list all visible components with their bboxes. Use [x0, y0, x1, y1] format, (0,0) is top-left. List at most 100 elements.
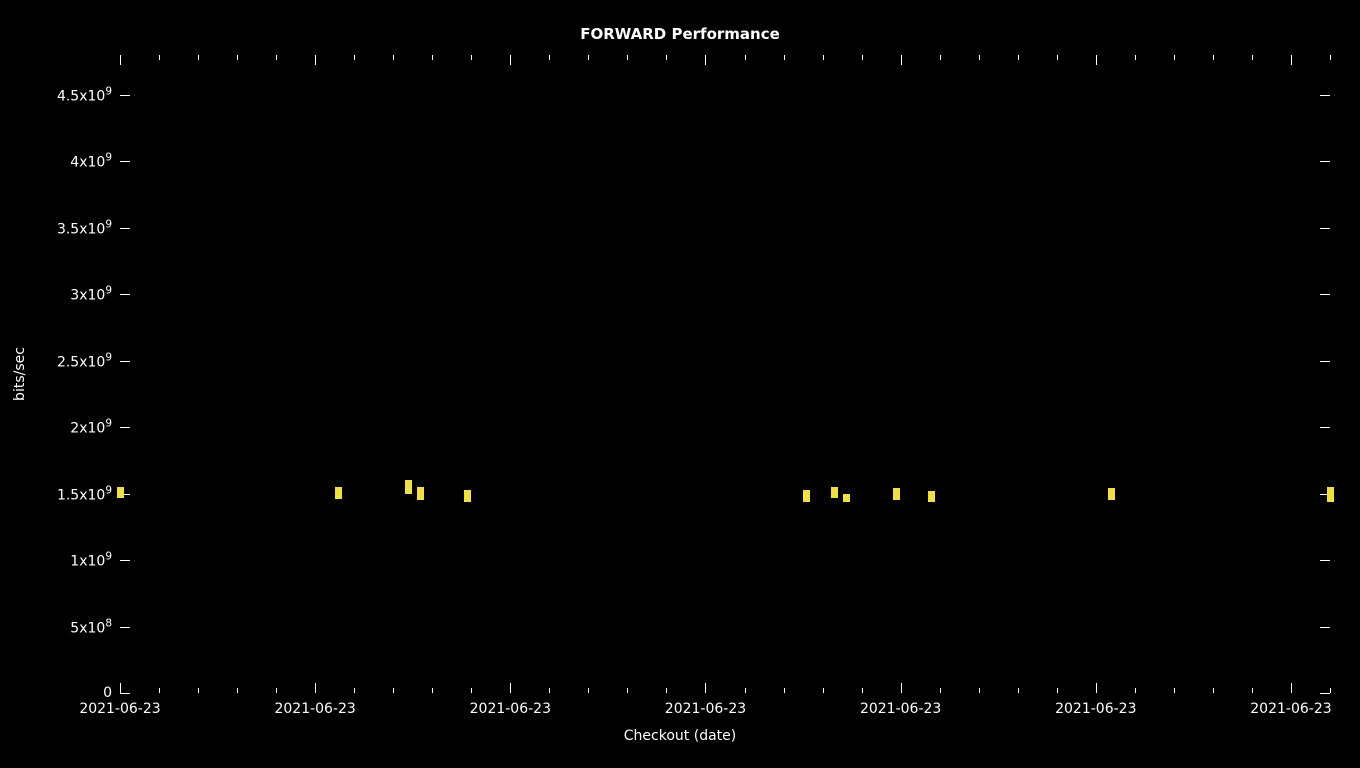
x-minor-tick	[432, 55, 433, 60]
x-minor-tick	[1174, 55, 1175, 60]
y-tick-label: 3.5x109	[57, 218, 112, 237]
y-tick	[120, 427, 130, 428]
x-minor-tick	[979, 55, 980, 60]
x-minor-tick	[1018, 688, 1019, 693]
x-minor-tick	[666, 55, 667, 60]
x-minor-tick	[1057, 55, 1058, 60]
y-tick	[120, 693, 130, 694]
y-tick	[120, 228, 130, 229]
y-tick-label: 0	[103, 685, 112, 701]
x-tick	[705, 55, 706, 65]
data-bar	[1327, 487, 1334, 502]
x-minor-tick	[745, 688, 746, 693]
x-tick-label: 2021-06-23	[1250, 701, 1331, 717]
x-minor-tick	[1135, 688, 1136, 693]
x-tick	[120, 55, 121, 65]
x-minor-tick	[237, 688, 238, 693]
y-tick	[1320, 161, 1330, 162]
x-minor-tick	[627, 55, 628, 60]
x-minor-tick	[823, 688, 824, 693]
x-minor-tick	[1213, 55, 1214, 60]
y-tick	[1320, 427, 1330, 428]
x-minor-tick	[432, 688, 433, 693]
y-tick	[1320, 294, 1330, 295]
y-tick-label: 4x109	[70, 152, 112, 171]
x-minor-tick	[940, 55, 941, 60]
x-tick	[901, 683, 902, 693]
x-minor-tick	[1252, 688, 1253, 693]
x-minor-tick	[1213, 688, 1214, 693]
x-minor-tick	[549, 688, 550, 693]
x-minor-tick	[198, 55, 199, 60]
x-minor-tick	[588, 688, 589, 693]
x-minor-tick	[745, 55, 746, 60]
x-minor-tick	[666, 688, 667, 693]
x-minor-tick	[862, 688, 863, 693]
y-tick	[120, 161, 130, 162]
y-tick	[1320, 560, 1330, 561]
x-minor-tick	[393, 688, 394, 693]
x-tick	[510, 683, 511, 693]
performance-chart: FORWARD Performance Checkout (date) bits…	[0, 0, 1360, 768]
x-minor-tick	[276, 688, 277, 693]
x-tick	[315, 683, 316, 693]
x-tick-label: 2021-06-23	[274, 701, 355, 717]
x-tick	[315, 55, 316, 65]
y-tick	[120, 95, 130, 96]
data-bar	[405, 480, 412, 493]
x-tick-label: 2021-06-23	[1055, 701, 1136, 717]
x-minor-tick	[237, 55, 238, 60]
x-minor-tick	[627, 688, 628, 693]
x-minor-tick	[471, 55, 472, 60]
y-tick	[1320, 361, 1330, 362]
x-minor-tick	[979, 688, 980, 693]
y-tick	[1320, 627, 1330, 628]
x-tick-label: 2021-06-23	[665, 701, 746, 717]
data-bar	[928, 491, 935, 502]
y-tick-label: 5x108	[70, 617, 112, 636]
x-minor-tick	[354, 688, 355, 693]
y-tick-label: 2.5x109	[57, 351, 112, 370]
y-tick	[1320, 693, 1330, 694]
x-tick	[120, 683, 121, 693]
x-tick	[1291, 55, 1292, 65]
x-minor-tick	[159, 55, 160, 60]
x-tick	[901, 55, 902, 65]
x-tick	[1096, 683, 1097, 693]
x-minor-tick	[1330, 55, 1331, 60]
data-bar	[831, 487, 838, 498]
x-minor-tick	[393, 55, 394, 60]
data-bar	[893, 488, 900, 500]
data-bar	[1108, 488, 1115, 500]
data-bar	[464, 490, 471, 502]
x-tick-label: 2021-06-23	[470, 701, 551, 717]
plot-area	[120, 55, 1330, 693]
x-minor-tick	[784, 688, 785, 693]
x-minor-tick	[471, 688, 472, 693]
x-minor-tick	[159, 688, 160, 693]
x-tick	[1291, 683, 1292, 693]
x-minor-tick	[198, 688, 199, 693]
y-axis-label: bits/sec	[12, 347, 28, 401]
x-minor-tick	[823, 55, 824, 60]
y-tick	[120, 294, 130, 295]
y-tick-label: 3x109	[70, 285, 112, 304]
x-minor-tick	[354, 55, 355, 60]
data-bar	[117, 487, 124, 498]
y-tick-label: 1x109	[70, 551, 112, 570]
y-tick-label: 2x109	[70, 418, 112, 437]
x-tick	[1096, 55, 1097, 65]
y-tick-label: 4.5x109	[57, 86, 112, 105]
data-bar	[843, 494, 850, 502]
x-minor-tick	[862, 55, 863, 60]
data-bar	[803, 490, 810, 502]
x-tick	[705, 683, 706, 693]
x-minor-tick	[1252, 55, 1253, 60]
x-minor-tick	[1018, 55, 1019, 60]
x-axis-label: Checkout (date)	[624, 728, 736, 744]
x-minor-tick	[940, 688, 941, 693]
x-tick-label: 2021-06-23	[860, 701, 941, 717]
y-tick	[120, 627, 130, 628]
x-tick-label: 2021-06-23	[79, 701, 160, 717]
x-tick	[510, 55, 511, 65]
